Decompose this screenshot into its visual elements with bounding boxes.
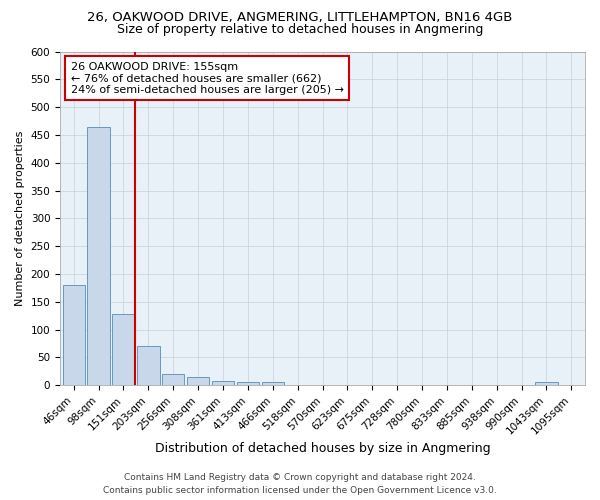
- Bar: [62, 285, 85, 386]
- Bar: [212, 382, 234, 386]
- Text: Size of property relative to detached houses in Angmering: Size of property relative to detached ho…: [117, 22, 483, 36]
- Bar: [535, 382, 557, 386]
- Bar: [236, 382, 259, 386]
- Bar: [137, 346, 160, 386]
- Bar: [112, 314, 134, 386]
- Bar: [162, 374, 184, 386]
- Bar: [187, 378, 209, 386]
- Text: 26, OAKWOOD DRIVE, ANGMERING, LITTLEHAMPTON, BN16 4GB: 26, OAKWOOD DRIVE, ANGMERING, LITTLEHAMP…: [88, 11, 512, 24]
- Bar: [88, 126, 110, 386]
- Text: 26 OAKWOOD DRIVE: 155sqm
← 76% of detached houses are smaller (662)
24% of semi-: 26 OAKWOOD DRIVE: 155sqm ← 76% of detach…: [71, 62, 344, 94]
- X-axis label: Distribution of detached houses by size in Angmering: Distribution of detached houses by size …: [155, 442, 490, 455]
- Text: Contains HM Land Registry data © Crown copyright and database right 2024.
Contai: Contains HM Land Registry data © Crown c…: [103, 474, 497, 495]
- Y-axis label: Number of detached properties: Number of detached properties: [15, 130, 25, 306]
- Bar: [262, 382, 284, 386]
